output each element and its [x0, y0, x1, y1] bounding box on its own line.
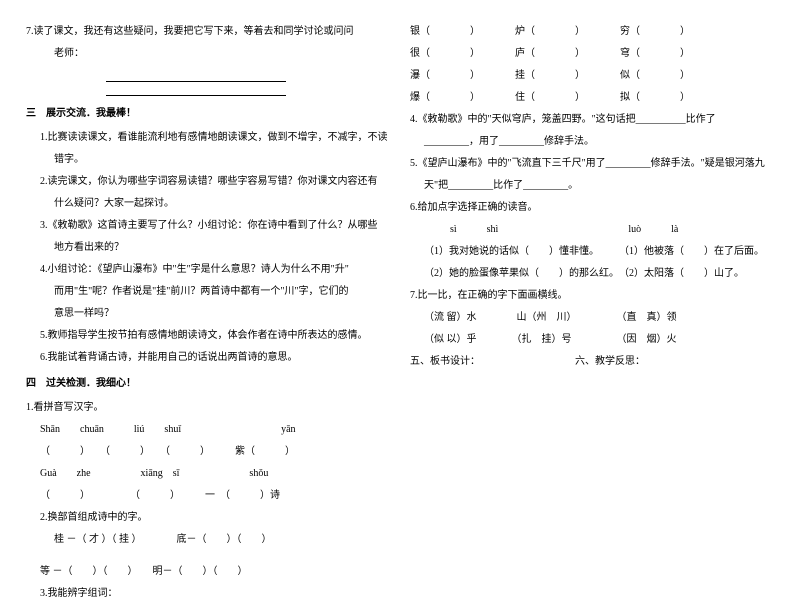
blank-row1: （ ） （ ） （ ） 紫（ ）	[26, 444, 390, 460]
s3-4b: 而用"生"呢？作者说是"挂"前川？两首诗中都有一个"川"字，它们的	[26, 284, 390, 300]
r4: 爆（ ） 住（ ） 拟（ ）	[410, 90, 774, 106]
s4-2a: 桂 －（ 才 ）（ 挂 ） 底－（ ）（ ）	[26, 532, 390, 548]
blank-row2: （ ） （ ） 一 （ ）诗	[26, 488, 390, 504]
q4a: 4.《敕勒歌》中的"天似穹庐，笼盖四野。"这句话把__________比作了	[410, 112, 774, 128]
section-4-head: 四 过关检测．我细心！	[26, 376, 390, 392]
s3-2a: 2.读完课文，你认为哪些字词容易读错？哪些字容易写错？你对课文内容还有	[26, 174, 390, 190]
py3: sì shì luò là	[410, 222, 774, 238]
q7a: （流 留）水 山（州 川） （直 真）领	[410, 310, 774, 326]
s3-4a: 4.小组讨论：《望庐山瀑布》中"生"字是什么意思？诗人为什么不用"升"	[26, 262, 390, 278]
q4b: _________，用了_________修辞手法。	[410, 134, 774, 150]
q5a: 5.《望庐山瀑布》中的"飞流直下三千尺"用了_________修辞手法。"疑是银…	[410, 156, 774, 172]
pinyin-row1: Shān chuān liú shuǐ yān	[26, 422, 390, 438]
s3-1a: 1.比赛读读课文，看谁能流利地有感情地朗读课文，做到不增字，不减字，不读	[26, 130, 390, 146]
s3-5: 5.教师指导学生按节拍有感情地朗读诗文，体会作者在诗中所表达的感情。	[26, 328, 390, 344]
left-column: 7.读了课文，我还有这些疑问，我要把它写下来，等着去和同学讨论或问问 老师： 三…	[16, 24, 400, 565]
write-line-1	[106, 68, 286, 82]
pinyin-row2: Guà zhe xiāng sī shǒu	[26, 466, 390, 482]
write-line-2	[106, 82, 286, 96]
section-3-head: 三 展示交流．我最棒！	[26, 106, 390, 122]
r3: 瀑（ ） 挂（ ） 似（ ）	[410, 68, 774, 84]
r2: 很（ ） 庐（ ） 穹（ ）	[410, 46, 774, 62]
sec5: 五、板书设计： 六、教学反思：	[410, 354, 774, 370]
s3-1b: 错字。	[26, 152, 390, 168]
q5b: 天"把_________比作了_________。	[410, 178, 774, 194]
right-column: 银（ ） 炉（ ） 穷（ ） 很（ ） 庐（ ） 穹（ ） 瀑（ ） 挂（ ） …	[400, 24, 784, 565]
s3-3a: 3.《敕勒歌》这首诗主要写了什么？小组讨论：你在诗中看到了什么？从哪些	[26, 218, 390, 234]
s4-3: 3.我能辨字组词：	[26, 586, 390, 602]
q7-line2: 老师：	[26, 46, 390, 62]
s4-2: 2.换部首组成诗中的字。	[26, 510, 390, 526]
s3-2b: 什么疑问？大家一起探讨。	[26, 196, 390, 212]
q7b: （似 以）乎 （扎 挂）号 （因 烟）火	[410, 332, 774, 348]
q6a: （1）我对她说的话似（ ）懂非懂。 （1）他被落（ ）在了后面。	[410, 244, 774, 260]
s4-1: 1.看拼音写汉字。	[26, 400, 390, 416]
q7r: 7.比一比，在正确的字下面画横线。	[410, 288, 774, 304]
q6b: （2）她的脸蛋像苹果似（ ）的那么红。 （2）太阳落（ ）山了。	[410, 266, 774, 282]
s3-3b: 地方看出来的？	[26, 240, 390, 256]
q6: 6.给加点字选择正确的读音。	[410, 200, 774, 216]
s3-4c: 意思一样吗？	[26, 306, 390, 322]
r1: 银（ ） 炉（ ） 穷（ ）	[410, 24, 774, 40]
s3-6: 6.我能试着背诵古诗，并能用自己的话说出两首诗的意思。	[26, 350, 390, 366]
s4-2b: 等 －（ ）（ ） 明－（ ）（ ）	[26, 564, 390, 580]
q7-line1: 7.读了课文，我还有这些疑问，我要把它写下来，等着去和同学讨论或问问	[26, 24, 390, 40]
